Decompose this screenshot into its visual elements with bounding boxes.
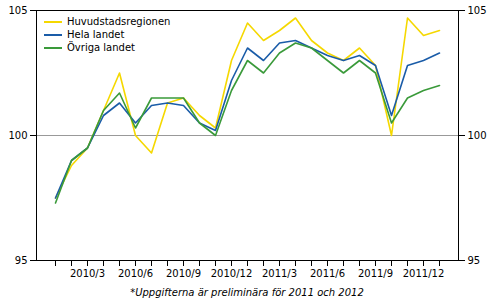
html-text:Övriga landet: Övriga landet <box>67 42 135 53</box>
svg-text:2010/3: 2010/3 <box>70 268 105 279</box>
svg-text:2010/6: 2010/6 <box>118 268 153 279</box>
svg-text:105: 105 <box>8 5 27 16</box>
html-text:Huvudstadsregionen: Huvudstadsregionen <box>67 16 171 27</box>
svg-text:100: 100 <box>8 130 27 141</box>
svg-text:100: 100 <box>468 130 487 141</box>
svg-text:2011/9: 2011/9 <box>358 268 393 279</box>
svg-text:2010/12: 2010/12 <box>211 268 253 279</box>
svg-text:105: 105 <box>468 5 487 16</box>
svg-text:2010/9: 2010/9 <box>166 268 201 279</box>
svg-text:2011/6: 2011/6 <box>310 268 345 279</box>
html-text:Hela landet: Hela landet <box>67 29 125 40</box>
svg-text:2011/3: 2011/3 <box>262 268 297 279</box>
html-text:*Uppgifterna är preliminära fö: *Uppgifterna är preliminära för 2011 och… <box>130 287 364 298</box>
svg-text:95: 95 <box>15 255 28 266</box>
svg-text:95: 95 <box>468 255 481 266</box>
svg-text:2011/12: 2011/12 <box>403 268 445 279</box>
